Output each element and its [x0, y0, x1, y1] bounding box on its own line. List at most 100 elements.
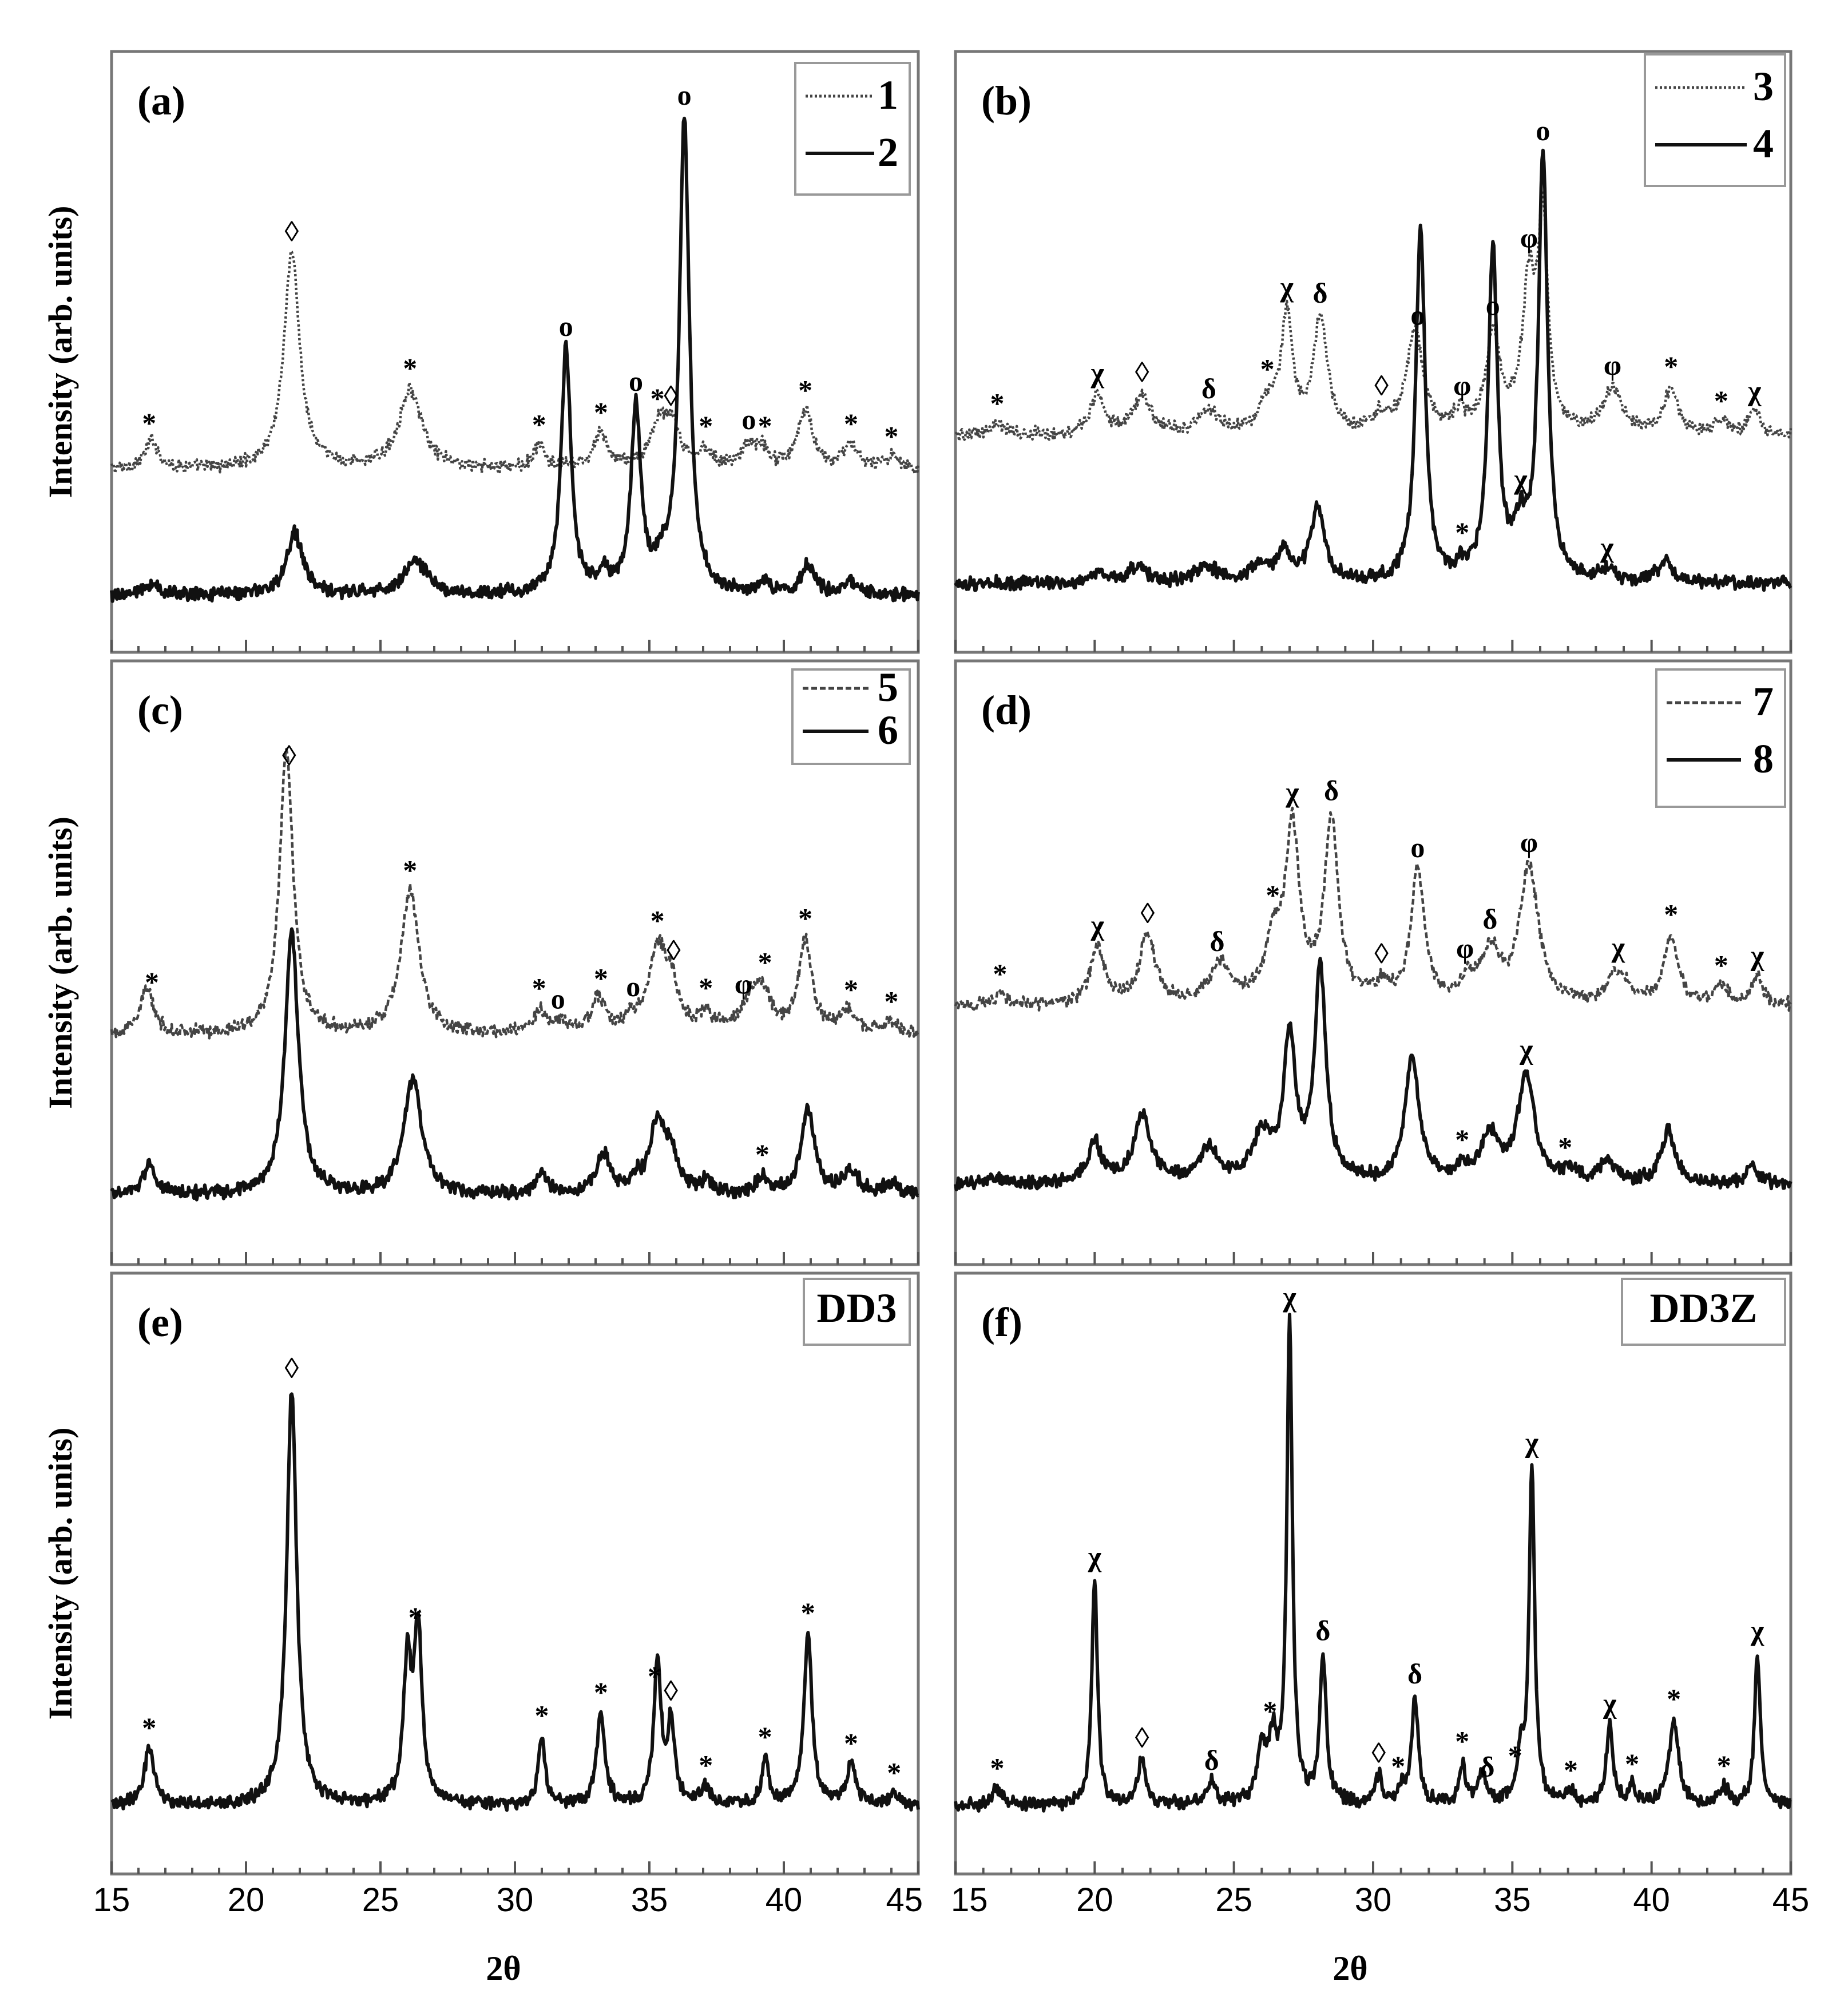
peak-marker: φ: [1520, 826, 1538, 858]
peak-marker: δ: [1313, 277, 1328, 309]
peak-marker: *: [801, 1596, 815, 1628]
panel-frame: [112, 1273, 918, 1874]
peak-marker: χ: [1603, 1687, 1617, 1719]
peak-marker: ◊: [285, 1352, 299, 1384]
x-tick-label: 30: [497, 1881, 534, 1919]
peak-marker: φ: [735, 968, 752, 1000]
panel-label: (f): [981, 1299, 1022, 1345]
peak-marker: *: [1564, 1754, 1578, 1786]
x-tick-label: 30: [1355, 1881, 1392, 1919]
legend-label: 3: [1753, 64, 1774, 109]
panel-c: *◊** o* o*◊* φ*** **(c) 56: [112, 661, 918, 1265]
legend-label: 2: [878, 129, 898, 175]
peak-marker: *: [1391, 1750, 1405, 1782]
peak-marker: δ: [1315, 1615, 1330, 1647]
peak-marker: χ: [1282, 1281, 1296, 1313]
peak-marker: o: [1486, 289, 1500, 321]
legend-label: 8: [1753, 736, 1774, 782]
peak-marker: *: [651, 905, 665, 937]
y-axis-label: Intensity (arb. units): [42, 1428, 79, 1720]
peak-marker: *: [1455, 1725, 1469, 1757]
series-line-DD3: [112, 1394, 918, 1810]
peak-marker: *: [885, 985, 899, 1017]
peak-marker: *: [1625, 1748, 1639, 1780]
legend-label: DD3Z: [1649, 1285, 1757, 1331]
peak-marker: *: [798, 374, 812, 406]
panel-label: (b): [981, 78, 1032, 124]
peak-marker: o: [1410, 831, 1425, 863]
panel-frame: [955, 1273, 1791, 1874]
peak-marker: *: [1714, 949, 1728, 981]
peak-marker: ◊: [664, 1675, 678, 1707]
x-tick-label: 35: [1494, 1881, 1531, 1919]
peak-marker: *: [594, 962, 608, 994]
peak-marker: χ: [1285, 776, 1299, 808]
peak-marker: ◊: [664, 380, 678, 412]
peak-marker: ◊: [282, 739, 296, 771]
peak-marker: χ: [1090, 909, 1105, 941]
panel-a: *◊**o*o*◊o* o *** *(a) 12: [112, 51, 918, 652]
peak-marker: *: [758, 410, 772, 442]
peak-marker: *: [758, 1721, 772, 1753]
peak-marker: *: [532, 409, 546, 441]
peak-marker: *: [844, 973, 858, 1005]
peak-marker: χ: [1525, 1426, 1539, 1458]
peak-marker: *: [1260, 353, 1275, 385]
peak-marker: *: [1558, 1131, 1572, 1163]
peak-marker: o: [551, 982, 565, 1015]
peak-marker: *: [532, 972, 546, 1004]
peak-marker: *: [403, 352, 417, 384]
peak-marker: o: [1410, 299, 1425, 331]
x-axis-label: 2θ: [1333, 1949, 1367, 1987]
peak-marker: χ: [1750, 1614, 1764, 1646]
x-tick-label: 20: [228, 1881, 265, 1919]
peak-marker: o: [1536, 114, 1550, 146]
peak-marker: δ: [1407, 1658, 1422, 1690]
peak-marker: χ: [1750, 940, 1764, 972]
x-tick-label: 15: [93, 1881, 130, 1919]
peak-marker: δ: [1482, 903, 1497, 935]
peak-marker: *: [1508, 1739, 1522, 1772]
peak-marker: ◊: [1140, 897, 1155, 929]
legend-label: 6: [878, 707, 898, 753]
panel-e: *◊**** ◊*****(e) DD3: [112, 1273, 918, 1874]
peak-marker: *: [409, 1601, 423, 1633]
peak-marker: o: [677, 79, 692, 111]
peak-marker: χ: [1747, 374, 1762, 406]
x-tick-label: 15: [951, 1881, 988, 1919]
peak-marker: *: [142, 407, 156, 439]
legend: DD3Z: [1622, 1279, 1785, 1345]
peak-marker: φ: [1604, 349, 1621, 381]
peak-marker: *: [145, 966, 159, 998]
legend-label: 5: [878, 664, 898, 710]
peak-marker: o: [629, 365, 643, 397]
peak-marker: φ: [1520, 222, 1538, 254]
xrd-figure: *◊**o*o*◊o* o *** *(a) 12*χ ◊δ*χ δ◊oφoφoφ ** χ*χ…: [0, 0, 1848, 2005]
peak-marker: *: [1263, 1695, 1277, 1727]
peak-marker: χ: [1513, 463, 1528, 495]
peak-marker: o: [741, 403, 756, 435]
peak-marker: *: [758, 946, 772, 978]
x-tick-label: 45: [886, 1881, 923, 1919]
legend-label: DD3: [817, 1285, 897, 1331]
peak-marker: *: [990, 387, 1005, 419]
peak-marker: ◊: [1135, 356, 1149, 389]
peak-marker: ◊: [285, 216, 299, 248]
legend-label: 1: [878, 72, 898, 118]
y-axis-label: Intensity (arb. units): [42, 817, 79, 1109]
legend: 78: [1656, 669, 1785, 807]
peak-marker: ◊: [1374, 370, 1389, 402]
peak-marker: χ: [1280, 271, 1294, 303]
peak-marker: *: [1717, 1749, 1731, 1781]
panel-label: (e): [137, 1299, 183, 1345]
legend: DD3: [804, 1279, 910, 1345]
peak-marker: δ: [1324, 775, 1339, 807]
series-line-5: [112, 749, 918, 1038]
x-tick-label: 40: [1633, 1881, 1670, 1919]
panel-d: *χ ◊δ*χ δ◊oφδφχ** χ*χ*(d) 78: [955, 661, 1791, 1265]
legend-label: 4: [1753, 121, 1774, 167]
series-line-1: [112, 251, 918, 474]
peak-marker: *: [844, 407, 858, 439]
peak-marker: φ: [1456, 932, 1474, 964]
peak-marker: *: [594, 1676, 608, 1708]
